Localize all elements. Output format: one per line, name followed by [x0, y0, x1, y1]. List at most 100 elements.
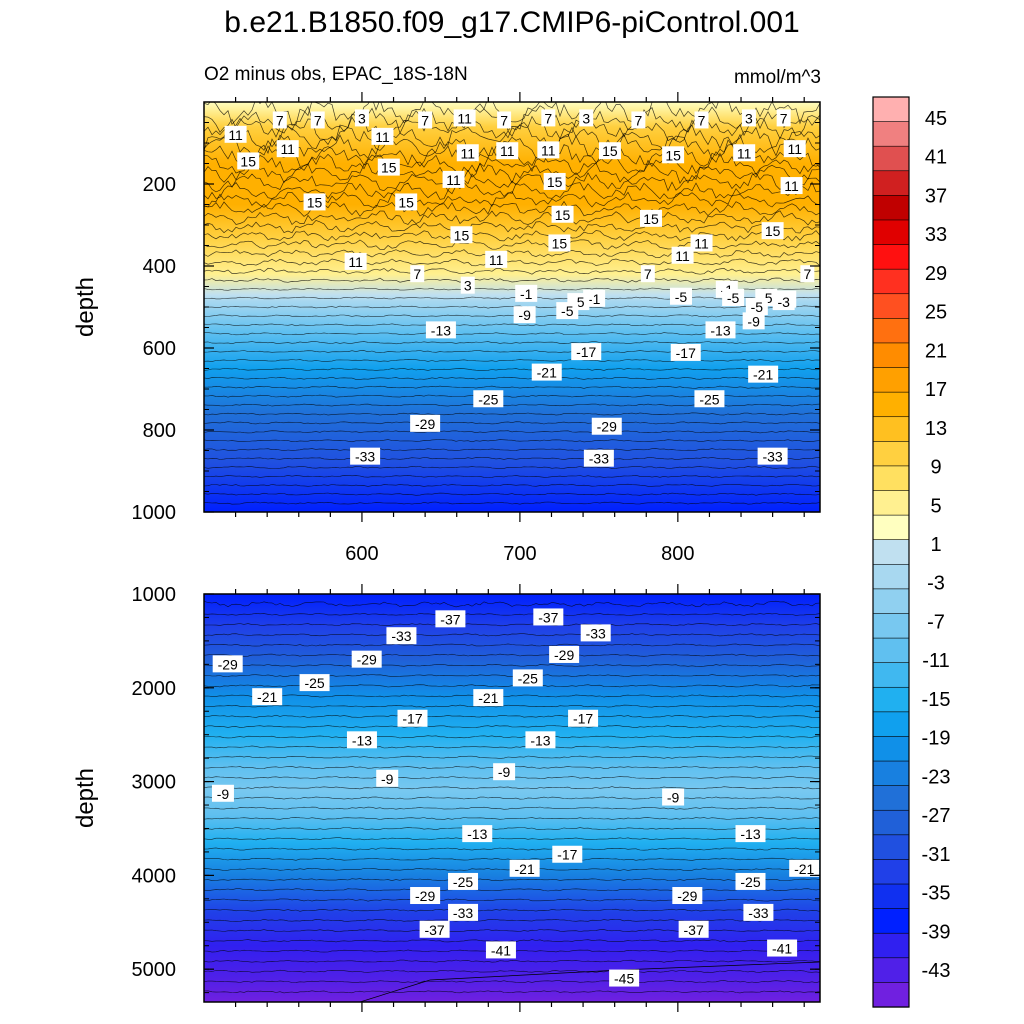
colorbar-label: -23 — [922, 766, 951, 788]
contour-label-box — [694, 111, 709, 129]
contour-label: -41 — [485, 941, 516, 959]
contour-label-text: 11 — [457, 110, 472, 126]
contour-label-text: 15 — [602, 143, 618, 159]
contour-line — [204, 816, 820, 820]
contour-line — [204, 837, 820, 841]
contour-line — [204, 939, 820, 943]
contour-label-text: 11 — [348, 254, 363, 270]
contour-line — [204, 600, 820, 608]
contour-label-text: 15 — [307, 194, 323, 210]
contour-label-box — [800, 265, 815, 283]
lower-contour-labels: -29 -21 -25 -29 -33 -37 -37 -33 -29 -25 -21 -17 -17 -… — [211, 608, 820, 987]
contour-label-text: -25 — [453, 874, 473, 890]
contour-label: 15 — [543, 172, 566, 190]
contour-line — [204, 918, 820, 922]
contour-label: 7 — [776, 109, 791, 127]
colorbar-bin — [872, 195, 910, 221]
contour-label-box — [761, 222, 784, 240]
contour-label-text: -1 — [520, 286, 533, 302]
contour-label-box — [419, 920, 450, 938]
contour-line — [204, 878, 820, 882]
contour-label: -21 — [748, 365, 779, 383]
contour-label: 15 — [303, 193, 326, 211]
contour-label-text: 15 — [381, 160, 397, 176]
contour-label-text: 15 — [665, 147, 681, 163]
colorbar-bin — [872, 932, 910, 959]
contour-line — [204, 990, 820, 994]
panel-subtitle: O2 minus obs, EPAC_18S-18N — [204, 64, 468, 85]
contour-label-text: -29 — [554, 647, 574, 663]
colorbar-bin — [872, 908, 910, 934]
colorbar-bin — [872, 957, 910, 984]
contour-label-box — [497, 111, 512, 129]
contour-label-box — [639, 209, 662, 227]
contour-line — [204, 430, 820, 434]
contour-label: 7 — [694, 111, 709, 129]
contour-label-box — [722, 288, 745, 306]
contour-label: -13 — [462, 825, 493, 843]
contour-label-box — [757, 447, 788, 465]
contour-label-text: 15 — [240, 153, 256, 169]
contour-line — [204, 492, 820, 496]
contour-label: 15 — [662, 146, 685, 164]
contour-label-box — [678, 920, 709, 938]
contour-label-box — [448, 872, 479, 890]
contour-line — [204, 633, 820, 637]
contour-label-box — [742, 312, 765, 330]
colorbar-label: -11 — [922, 650, 949, 672]
colorbar-label: 33 — [925, 224, 947, 246]
contour-label-text: -33 — [453, 905, 473, 921]
contour-label: -29 — [410, 414, 441, 432]
contour-label: -25 — [735, 872, 766, 890]
contour-label-box — [780, 177, 803, 195]
contour-line — [204, 980, 820, 984]
contour-label-text: 3 — [745, 110, 753, 126]
colorbar-bin — [872, 170, 910, 196]
contour-label-box — [748, 365, 779, 383]
contour-label-box — [462, 825, 493, 843]
colorbar-bin — [872, 318, 910, 344]
contour-label-text: -9 — [667, 790, 680, 806]
figure-title: b.e21.B1850.f09_g17.CMIP6-piControl.001 — [224, 6, 800, 39]
contour-line — [204, 847, 820, 851]
contour-label-text: -9 — [381, 771, 394, 787]
colorbar-label: -7 — [927, 611, 945, 633]
contour-label: -13 — [735, 825, 766, 843]
colorbar-bin — [872, 736, 910, 762]
contour-label-box — [776, 109, 791, 127]
colorbar-frame — [872, 96, 910, 1008]
contour-line — [204, 735, 820, 739]
contour-label-box — [460, 276, 475, 294]
contour-label-text: 11 — [784, 178, 799, 194]
colorbar-bin — [872, 588, 910, 615]
colorbar-bin — [872, 563, 910, 590]
contour-label: -29 — [591, 417, 622, 435]
upper-contour-lines — [204, 102, 820, 505]
contour-label-box — [670, 287, 693, 305]
contour-label-text: 7 — [314, 112, 322, 128]
contour-line — [204, 114, 820, 142]
contour-line — [204, 258, 820, 267]
contour-label: 11 — [442, 170, 465, 188]
contour-label-box — [772, 293, 795, 311]
contour-label-text: -9 — [518, 307, 531, 323]
contour-line — [204, 219, 820, 234]
contour-label-text: 11 — [280, 141, 295, 157]
colorbar-label: -19 — [922, 728, 951, 750]
units-label: mmol/m^3 — [733, 67, 821, 88]
contour-line — [204, 305, 820, 309]
lower-panel: -29 -21 -25 -29 -33 -37 -37 -33 -29 -25 -21 -17 -17 -… — [72, 584, 821, 1012]
contour-label-box — [556, 302, 579, 320]
contour-label-text: 7 — [500, 112, 508, 128]
contour-label-box — [395, 193, 418, 211]
contour-label: 11 — [276, 140, 299, 158]
contour-label-box — [456, 144, 479, 162]
contour-label: -33 — [580, 624, 611, 642]
contour-label-box — [583, 449, 614, 467]
y-tick-label: 600 — [143, 338, 176, 360]
contour-label: 7 — [800, 265, 815, 283]
colorbar-label: 45 — [925, 108, 947, 130]
contour-label: 3 — [460, 276, 475, 294]
contour-label-box — [386, 627, 417, 645]
colorbar-label: 5 — [930, 495, 941, 517]
